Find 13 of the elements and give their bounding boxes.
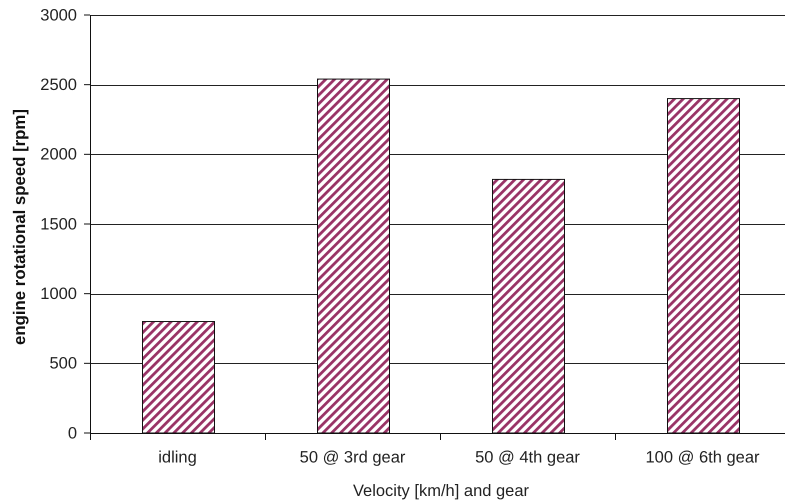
x-tick-label: 100 @ 6th gear [646, 448, 760, 467]
y-tick-label: 0 [68, 424, 77, 442]
y-tick-label: 2000 [40, 146, 77, 164]
y-tick-label: 1500 [40, 215, 77, 234]
y-tick-label: 1000 [40, 284, 77, 303]
x-axis-title: Velocity [km/h] and gear [352, 482, 530, 500]
y-axis-title: engine rotational speed [rpm] [10, 109, 29, 345]
x-tick-label: 50 @ 3rd gear [300, 448, 406, 467]
y-tick-label: 500 [49, 354, 77, 373]
x-tick-label: 50 @ 4th gear [475, 448, 580, 467]
y-tick-label: 2500 [40, 76, 77, 94]
y-tick-label: 3000 [40, 6, 77, 24]
x-tick-label: idling [158, 448, 197, 467]
